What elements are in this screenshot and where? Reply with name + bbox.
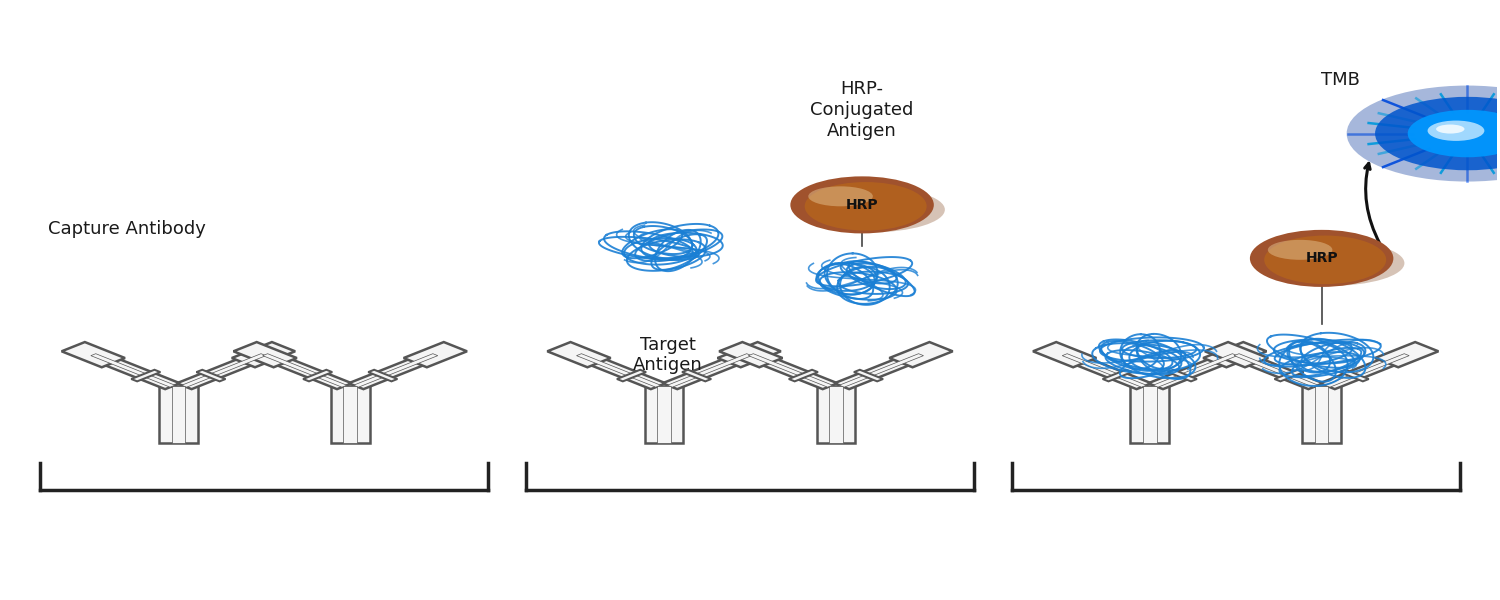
Ellipse shape — [1254, 241, 1404, 286]
Bar — [1143, 386, 1156, 443]
Polygon shape — [92, 353, 176, 387]
Polygon shape — [1102, 370, 1132, 382]
Polygon shape — [182, 353, 266, 387]
Polygon shape — [1148, 352, 1242, 389]
Polygon shape — [1167, 370, 1197, 382]
Polygon shape — [1376, 342, 1438, 367]
Text: HRP: HRP — [846, 198, 879, 212]
Polygon shape — [1204, 342, 1268, 367]
Bar — [657, 386, 670, 443]
Polygon shape — [853, 370, 883, 382]
Polygon shape — [177, 352, 272, 389]
Polygon shape — [1234, 353, 1318, 387]
Polygon shape — [1062, 353, 1146, 387]
Text: HRP-
Conjugated
Antigen: HRP- Conjugated Antigen — [810, 80, 913, 140]
Polygon shape — [62, 342, 124, 367]
Bar — [1302, 386, 1341, 443]
Bar — [816, 386, 855, 443]
Ellipse shape — [1436, 125, 1464, 134]
Polygon shape — [303, 370, 333, 382]
Bar — [344, 386, 357, 443]
Polygon shape — [616, 370, 646, 382]
Ellipse shape — [1376, 97, 1500, 170]
Polygon shape — [368, 370, 398, 382]
Polygon shape — [130, 370, 160, 382]
Polygon shape — [1324, 353, 1408, 387]
Polygon shape — [1340, 370, 1370, 382]
Text: Target
Antigen: Target Antigen — [633, 335, 702, 374]
Polygon shape — [1228, 352, 1323, 389]
Polygon shape — [1203, 342, 1266, 367]
Polygon shape — [718, 342, 783, 367]
Polygon shape — [789, 370, 818, 382]
Polygon shape — [86, 352, 180, 389]
Polygon shape — [1034, 342, 1096, 367]
Text: TMB: TMB — [1322, 71, 1359, 89]
Polygon shape — [663, 352, 756, 389]
Polygon shape — [262, 353, 346, 387]
Polygon shape — [576, 353, 660, 387]
Ellipse shape — [790, 176, 934, 233]
Polygon shape — [348, 352, 442, 389]
Polygon shape — [717, 342, 782, 367]
Ellipse shape — [1407, 110, 1500, 157]
Bar — [1131, 386, 1168, 443]
Ellipse shape — [1264, 236, 1386, 284]
Ellipse shape — [808, 187, 873, 206]
Ellipse shape — [1268, 240, 1332, 260]
Bar — [332, 386, 369, 443]
Polygon shape — [840, 353, 924, 387]
Polygon shape — [748, 353, 833, 387]
Polygon shape — [258, 352, 352, 389]
Polygon shape — [668, 353, 752, 387]
Bar — [830, 386, 843, 443]
Text: Capture Antibody: Capture Antibody — [48, 220, 206, 238]
Polygon shape — [404, 342, 466, 367]
Polygon shape — [1154, 353, 1238, 387]
Ellipse shape — [794, 187, 945, 232]
Ellipse shape — [1347, 86, 1500, 182]
Polygon shape — [682, 370, 711, 382]
Bar — [645, 386, 684, 443]
Text: HRP: HRP — [1305, 251, 1338, 265]
Polygon shape — [572, 352, 666, 389]
Ellipse shape — [1250, 230, 1394, 287]
Bar — [159, 386, 198, 443]
Polygon shape — [1058, 352, 1152, 389]
Polygon shape — [744, 352, 837, 389]
Ellipse shape — [1428, 121, 1485, 141]
Ellipse shape — [804, 182, 927, 230]
Polygon shape — [890, 342, 952, 367]
Polygon shape — [1275, 370, 1304, 382]
Bar — [1316, 386, 1329, 443]
Polygon shape — [196, 370, 225, 382]
Polygon shape — [834, 352, 928, 389]
Polygon shape — [354, 353, 438, 387]
Polygon shape — [232, 342, 296, 367]
Polygon shape — [1320, 352, 1414, 389]
Polygon shape — [234, 342, 297, 367]
Polygon shape — [548, 342, 610, 367]
Bar — [171, 386, 184, 443]
